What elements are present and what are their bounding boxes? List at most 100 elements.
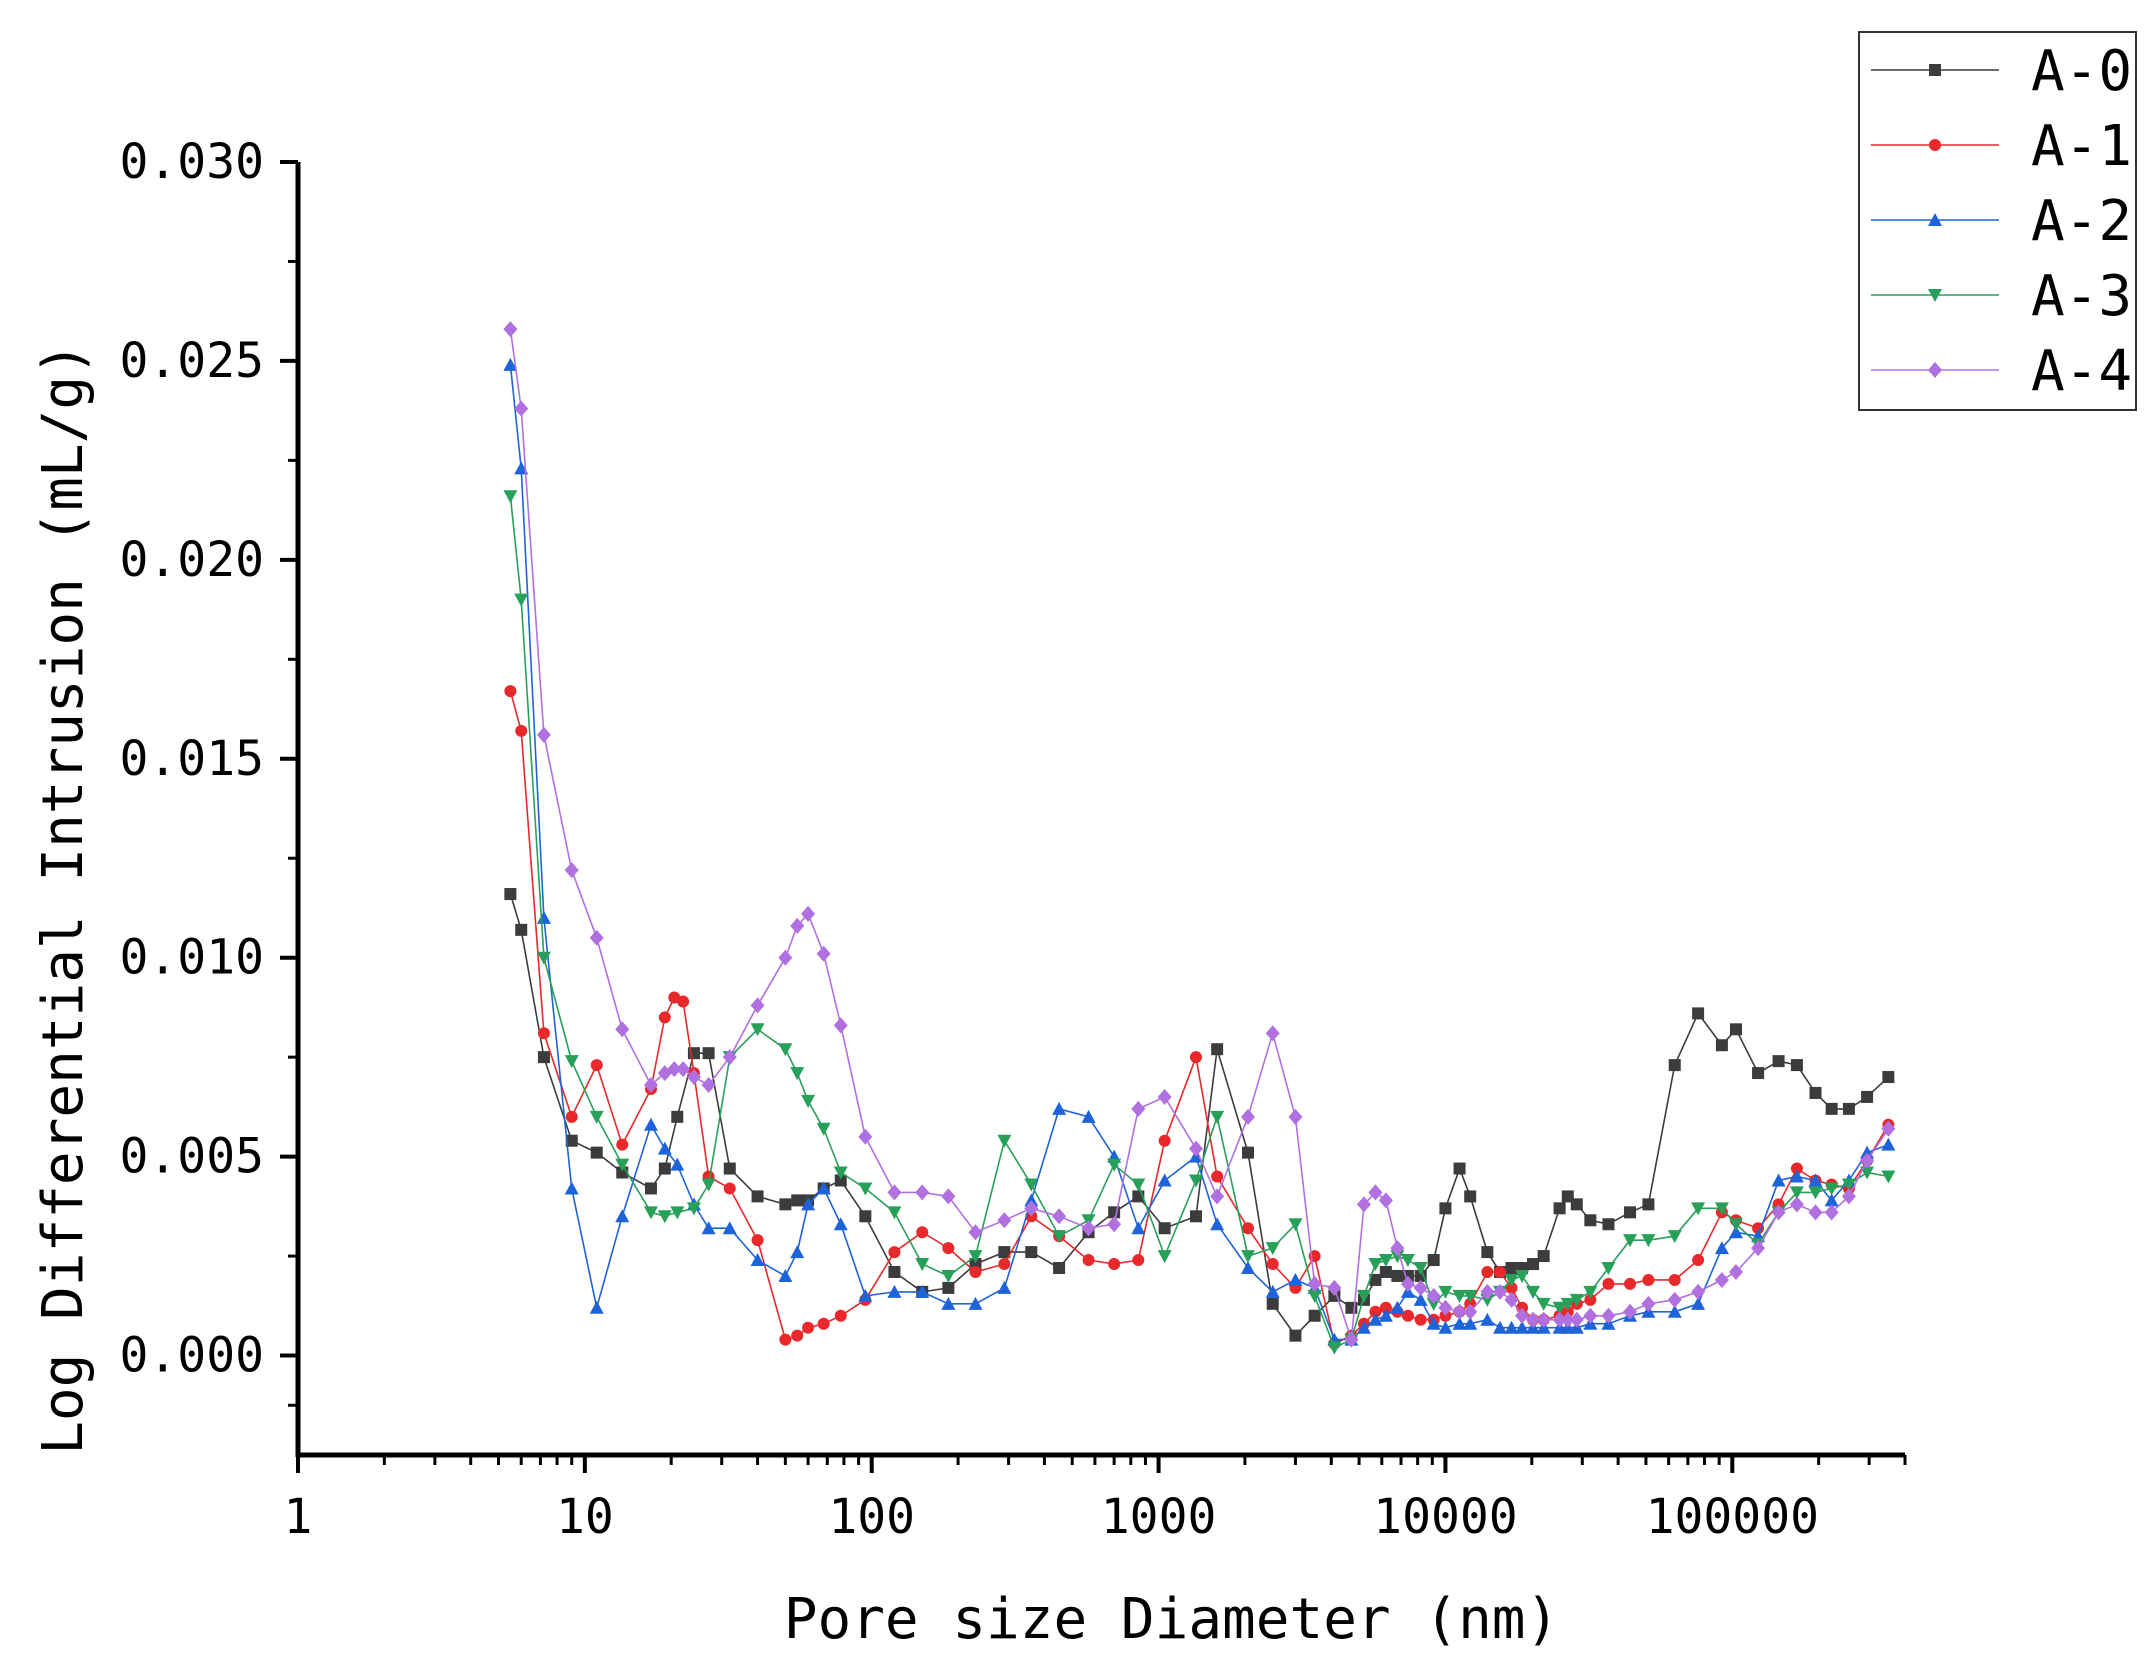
data-point bbox=[670, 1206, 685, 1220]
data-point bbox=[1131, 1221, 1146, 1235]
data-point bbox=[658, 1162, 671, 1175]
data-point bbox=[888, 1265, 901, 1278]
data-point bbox=[1052, 1230, 1067, 1244]
data-point bbox=[887, 1284, 902, 1298]
data-point bbox=[503, 357, 518, 371]
data-point bbox=[1265, 1284, 1280, 1298]
data-point bbox=[1378, 1192, 1393, 1209]
data-point bbox=[515, 724, 528, 737]
data-point bbox=[816, 945, 831, 962]
data-point bbox=[1024, 1200, 1039, 1217]
data-point bbox=[859, 1210, 872, 1223]
data-point bbox=[1692, 1007, 1705, 1020]
data-point bbox=[1728, 1225, 1743, 1239]
data-point bbox=[751, 1234, 764, 1247]
data-point bbox=[1881, 1170, 1896, 1184]
data-point bbox=[942, 1281, 955, 1294]
data-point bbox=[615, 1158, 630, 1172]
data-point bbox=[565, 1110, 578, 1123]
data-point bbox=[834, 1174, 847, 1187]
data-point bbox=[941, 1188, 956, 1205]
legend-label: A-4 bbox=[2031, 339, 2132, 404]
data-point bbox=[1623, 1303, 1638, 1320]
legend-label: A-3 bbox=[2031, 264, 2132, 329]
data-point bbox=[1789, 1169, 1804, 1183]
data-point bbox=[1210, 1217, 1225, 1231]
data-point bbox=[1515, 1320, 1530, 1334]
series-A-0 bbox=[504, 888, 1895, 1342]
data-point bbox=[1569, 1293, 1584, 1307]
series-A-3 bbox=[503, 490, 1896, 1355]
data-point bbox=[941, 1269, 956, 1283]
data-point bbox=[1861, 1090, 1874, 1103]
data-point bbox=[1241, 1108, 1256, 1125]
legend-box bbox=[1858, 31, 2137, 411]
axes: 0.000 0.005 0.010 0.015 0.020 0.025 0.030 1 10 10… bbox=[120, 134, 1907, 1545]
data-point bbox=[1327, 1341, 1342, 1355]
data-point bbox=[589, 1300, 604, 1314]
data-point bbox=[503, 490, 518, 504]
data-point bbox=[1413, 1292, 1428, 1306]
data-point bbox=[1570, 1198, 1583, 1211]
data-point bbox=[1480, 1312, 1495, 1326]
data-point bbox=[1108, 1258, 1121, 1271]
data-point bbox=[1841, 1188, 1856, 1205]
data-point bbox=[779, 1198, 792, 1211]
data-point bbox=[1493, 1320, 1508, 1334]
series-A-4 bbox=[503, 321, 1896, 1348]
data-point bbox=[615, 1021, 630, 1038]
data-point bbox=[1928, 289, 1942, 302]
data-point bbox=[643, 1206, 658, 1220]
data-point bbox=[834, 1309, 847, 1322]
data-point bbox=[915, 1258, 930, 1272]
data-point bbox=[1641, 1295, 1656, 1312]
data-point bbox=[998, 1258, 1011, 1271]
data-point bbox=[1427, 1254, 1440, 1267]
data-point bbox=[1265, 1025, 1280, 1042]
data-point bbox=[1390, 1300, 1405, 1314]
data-point bbox=[1452, 1289, 1467, 1303]
data-point bbox=[1881, 1120, 1896, 1137]
data-point bbox=[1189, 1210, 1202, 1223]
data-point bbox=[1378, 1254, 1393, 1268]
data-point bbox=[722, 1049, 737, 1066]
y-tick-label: 0.000 bbox=[120, 1328, 265, 1384]
data-point bbox=[1052, 1208, 1067, 1225]
data-point bbox=[1242, 1146, 1255, 1159]
data-point bbox=[1463, 1289, 1478, 1303]
data-point bbox=[778, 949, 793, 966]
data-point bbox=[686, 1069, 701, 1086]
data-point bbox=[590, 1146, 603, 1159]
data-point bbox=[1825, 1102, 1838, 1115]
data-point bbox=[1390, 1240, 1405, 1257]
data-point bbox=[1189, 1051, 1202, 1064]
data-point bbox=[790, 917, 805, 934]
data-point bbox=[1536, 1297, 1551, 1311]
data-point bbox=[536, 910, 551, 924]
data-point bbox=[998, 1246, 1011, 1259]
data-point bbox=[1158, 1222, 1171, 1235]
data-point bbox=[750, 997, 765, 1014]
data-point bbox=[564, 1055, 579, 1069]
data-point bbox=[643, 1117, 658, 1131]
data-point bbox=[816, 1181, 831, 1195]
data-point bbox=[1569, 1311, 1584, 1328]
series-layer bbox=[503, 321, 1896, 1355]
data-point bbox=[1790, 1059, 1803, 1072]
data-point bbox=[816, 1122, 831, 1136]
legend-label: A-0 bbox=[2031, 39, 2132, 104]
data-point bbox=[1667, 1291, 1682, 1308]
data-point bbox=[1714, 1202, 1729, 1216]
data-point bbox=[564, 862, 579, 879]
data-point bbox=[1560, 1297, 1575, 1311]
data-point bbox=[1401, 1309, 1414, 1322]
data-point bbox=[1929, 64, 1941, 76]
data-point bbox=[564, 1181, 579, 1195]
data-point bbox=[1391, 1269, 1404, 1282]
data-point bbox=[1053, 1262, 1066, 1275]
data-point bbox=[1601, 1262, 1616, 1276]
data-point bbox=[1584, 1293, 1597, 1306]
y-tick-label: 0.020 bbox=[120, 532, 265, 588]
data-point bbox=[790, 1245, 805, 1259]
data-point bbox=[1714, 1271, 1729, 1288]
